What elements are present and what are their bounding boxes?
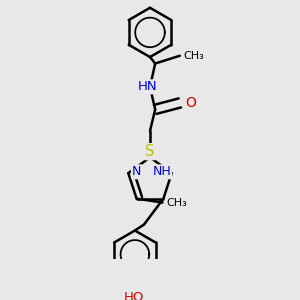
Text: N: N: [132, 165, 141, 178]
Text: CH₃: CH₃: [184, 51, 205, 61]
Text: O: O: [185, 96, 196, 110]
Text: NH: NH: [152, 165, 171, 178]
Text: HO: HO: [123, 291, 144, 300]
Text: S: S: [145, 144, 155, 159]
Text: HN: HN: [138, 80, 157, 93]
Text: CH₃: CH₃: [167, 197, 187, 208]
